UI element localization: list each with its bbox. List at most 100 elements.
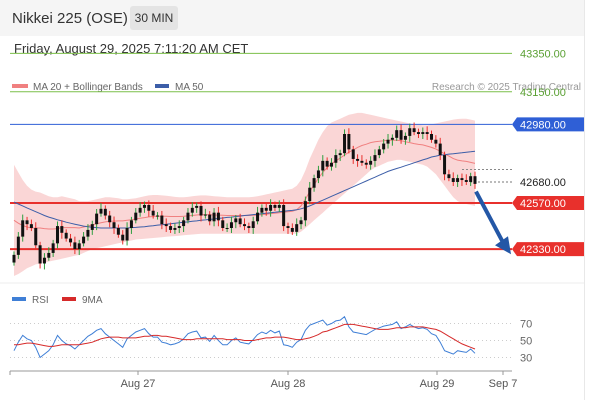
candle-body	[203, 214, 207, 216]
candle-body	[247, 226, 251, 228]
candle-body	[438, 143, 442, 156]
candle-body	[73, 242, 77, 250]
candle-body	[55, 226, 59, 244]
candle-body	[329, 162, 333, 167]
level-label-pivot: 42570.00	[520, 198, 566, 210]
candle-body	[138, 207, 142, 213]
candle-body	[334, 155, 338, 163]
candle-body	[177, 226, 181, 228]
time-axis-label: Sep 7	[489, 378, 518, 390]
candle-body	[456, 178, 460, 182]
time-axis-label: Aug 29	[420, 378, 455, 390]
candle-body	[360, 160, 364, 163]
candle-body	[95, 213, 99, 225]
legend-swatch-ma50	[155, 84, 169, 88]
level-label-last: 42680.00	[520, 177, 566, 189]
candle-body	[90, 224, 94, 230]
level-labels: 43350.00 43150.00 42980.00 42680.00 42570.00…	[512, 48, 584, 257]
candle-body	[216, 212, 220, 221]
candle-body	[121, 234, 125, 241]
candle-body	[434, 139, 438, 144]
candle-body	[356, 158, 360, 161]
level-tag-last	[512, 174, 584, 189]
bollinger-bands	[14, 112, 475, 277]
candle-body	[12, 254, 16, 263]
candle-body	[251, 221, 255, 228]
candle-body	[173, 228, 177, 230]
candle-body	[69, 238, 73, 243]
legend-label-ma50: MA 50	[175, 82, 204, 93]
candle-body	[182, 220, 186, 227]
candle-body	[286, 226, 290, 228]
level-label-target: 43150.00	[520, 87, 566, 99]
candle-body	[199, 205, 203, 216]
candle-body	[369, 160, 373, 165]
candle-body	[299, 220, 303, 225]
candle-body	[343, 134, 347, 154]
rsi-line	[13, 315, 476, 359]
candle-body	[221, 220, 225, 228]
candle-body	[77, 243, 81, 250]
candle-body	[134, 212, 138, 221]
candle-body	[212, 212, 216, 222]
candle-body	[364, 162, 368, 165]
candle-body	[351, 149, 355, 159]
candle-body	[425, 132, 429, 134]
candle-body	[16, 236, 20, 255]
candle-body	[312, 178, 316, 188]
candle-body	[469, 176, 473, 182]
candle-body	[99, 208, 103, 214]
candle-body	[260, 207, 264, 213]
candle-body	[229, 222, 233, 228]
candle-body	[403, 135, 407, 140]
candle-body	[125, 228, 129, 241]
interval-button[interactable]: 30 MIN	[130, 6, 178, 30]
legend-label-ma20: MA 20 + Bollinger Bands	[33, 82, 143, 93]
candle-body	[264, 207, 268, 211]
candle-body	[269, 204, 273, 211]
candle-body	[225, 228, 229, 229]
candle-body	[243, 224, 246, 227]
candle-body	[447, 174, 451, 179]
candle-body	[238, 218, 242, 225]
candle-body	[408, 128, 412, 136]
candle-body	[321, 160, 325, 171]
candle-body	[25, 220, 29, 225]
candle-body	[273, 204, 277, 208]
watermark: Research © 2025 Trading Central	[432, 82, 581, 93]
rsi-legend: RSI 9MA	[12, 295, 103, 306]
candle-body	[399, 130, 403, 140]
candle-body	[86, 229, 90, 237]
level-lines	[10, 52, 512, 251]
candle-body	[421, 132, 425, 134]
candle-body	[303, 201, 307, 221]
candle-body	[451, 178, 455, 182]
rsi-tick-label: 70	[520, 319, 532, 331]
candle-body	[169, 226, 173, 230]
candle-body	[290, 228, 294, 232]
rsi-lines	[13, 315, 476, 359]
candle-body	[308, 187, 312, 202]
candle-body	[377, 149, 381, 156]
candle-body	[47, 252, 51, 258]
candle-body	[256, 212, 260, 222]
candle-body	[386, 139, 390, 144]
legend-label-rsi: RSI	[32, 295, 49, 306]
candle-body	[347, 134, 351, 150]
level-tag-support	[512, 242, 584, 257]
candle-body	[390, 137, 394, 140]
candle-body	[443, 155, 447, 175]
candle-body	[51, 243, 55, 253]
candle-body	[164, 224, 168, 227]
level-label-support: 42330.00	[520, 244, 566, 256]
candle-body	[116, 228, 120, 235]
rsi-ma-line	[14, 323, 476, 350]
candle-body	[464, 180, 468, 182]
level-label-resistance: 42980.00	[520, 119, 566, 131]
candle-body	[460, 178, 464, 181]
candle-body	[195, 205, 199, 208]
candle-body	[395, 130, 399, 138]
candle-body	[208, 214, 212, 222]
candle-body	[373, 155, 377, 161]
